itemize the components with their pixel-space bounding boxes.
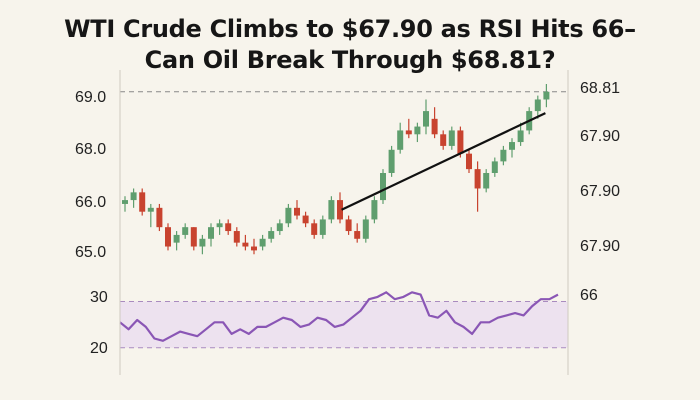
candle-body-up <box>371 200 378 220</box>
price-right-tick: 68.81 <box>580 80 620 97</box>
candle-body-up <box>483 173 490 189</box>
candle-body-down <box>294 207 300 216</box>
candle-body-down <box>474 169 481 189</box>
candle-body-down <box>466 153 472 170</box>
candle-body-up <box>216 223 223 228</box>
candle-body-down <box>190 227 197 247</box>
candle-body-up <box>509 142 515 150</box>
candle-body-up <box>122 200 128 204</box>
candle-body-up <box>173 234 180 243</box>
price-left-tick: 65.0 <box>75 244 106 261</box>
candle-body-down <box>165 227 171 247</box>
candle-body-up <box>397 130 404 150</box>
candle-body-up <box>500 149 507 162</box>
candle-body-up <box>182 227 189 235</box>
candle-body-up <box>388 149 395 173</box>
price-right-tick: 67.90 <box>580 238 620 255</box>
price-left-tick: 66.0 <box>75 194 106 211</box>
candle-body-down <box>156 207 163 228</box>
candle-body-up <box>259 238 266 247</box>
candle-body-down <box>337 200 343 220</box>
price-left-tick: 68.0 <box>75 141 106 158</box>
price-right-tick: 67.90 <box>580 183 620 200</box>
candle-body-up <box>380 173 386 201</box>
candle-body-up <box>319 219 326 235</box>
candle-body-up <box>362 219 369 239</box>
candle-body-down <box>440 134 447 146</box>
candle-body-down <box>457 130 464 154</box>
candle-body-down <box>302 215 309 224</box>
title-line-1: WTI Crude Climbs to $67.90 as RSI Hits 6… <box>64 15 636 43</box>
axes: 69.0 68.0 66.0 65.0 68.81 67.90 67.90 67… <box>75 70 620 375</box>
candle-body-down <box>225 223 232 232</box>
candle-body-up <box>543 91 550 100</box>
candle-body-down <box>345 219 352 232</box>
candle-body-down <box>405 130 412 135</box>
rsi-right-tick: 66 <box>580 287 598 304</box>
chart-title: WTI Crude Climbs to $67.90 as RSI Hits 6… <box>0 14 700 76</box>
candle-body-up <box>423 111 429 127</box>
candle-body-down <box>233 231 240 243</box>
candle-body-down <box>311 223 318 235</box>
candle-body-up <box>534 99 541 112</box>
price-right-tick: 67.90 <box>580 128 620 145</box>
rsi-line <box>119 291 559 342</box>
price-left-tick: 69.0 <box>75 89 106 106</box>
rsi-left-tick: 20 <box>90 340 108 357</box>
candle-body-up <box>199 238 206 247</box>
candle-body-up <box>130 192 137 201</box>
candle-body-down <box>139 192 146 212</box>
title-line-2: Can Oil Break Through $68.81? <box>144 46 556 74</box>
rsi-panel <box>119 291 568 349</box>
price-panel <box>120 84 568 255</box>
candle-body-up <box>147 207 154 212</box>
candle-body-down <box>251 246 257 251</box>
support-trendline <box>341 112 546 211</box>
candle-body-up <box>448 130 455 146</box>
candle-body-up <box>208 227 214 239</box>
candle-body-down <box>431 118 438 135</box>
candle-body-up <box>414 126 421 135</box>
candle-body-down <box>354 231 361 239</box>
candle-body-up <box>517 130 524 143</box>
candle-body-up <box>491 161 498 173</box>
rsi-left-tick: 30 <box>90 289 108 306</box>
candle-body-up <box>268 231 275 239</box>
candle-body-up <box>328 200 335 220</box>
candle-body-up <box>285 207 292 224</box>
candle-body-up <box>276 223 283 232</box>
candle-body-down <box>242 242 249 247</box>
